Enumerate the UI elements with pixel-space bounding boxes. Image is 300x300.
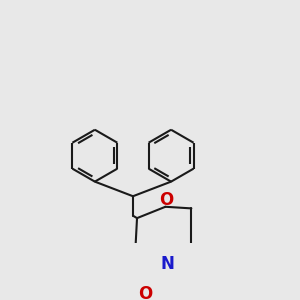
Text: N: N [160,254,174,272]
Text: O: O [159,191,173,209]
Text: O: O [138,284,153,300]
